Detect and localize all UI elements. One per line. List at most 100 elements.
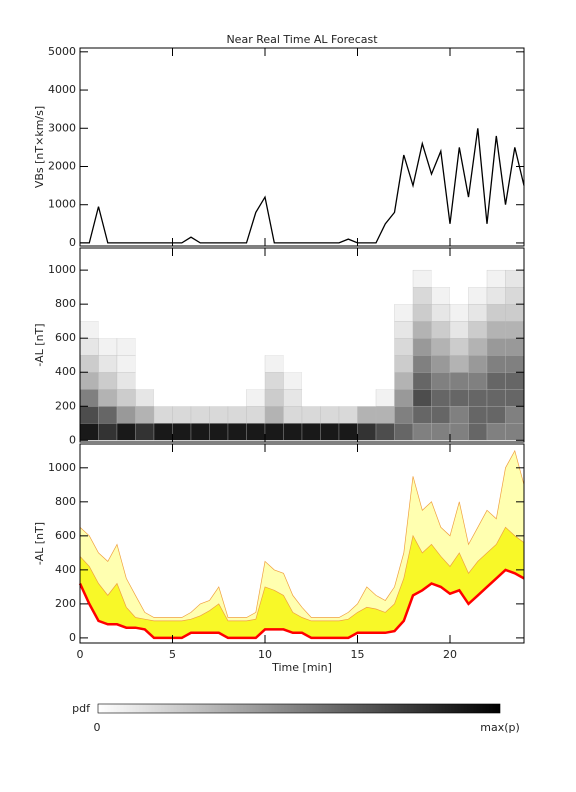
plot-frame — [79, 247, 525, 443]
heat-cell — [191, 372, 210, 390]
heat-cell — [246, 304, 265, 322]
heat-cell — [449, 355, 469, 373]
heat-cell — [302, 338, 321, 356]
heat-cell — [486, 321, 506, 339]
heat-cell — [283, 355, 302, 373]
heat-cell — [320, 406, 340, 424]
y-tick-label: 0 — [69, 236, 76, 249]
heat-cell — [135, 338, 154, 356]
heat-cell — [209, 423, 229, 441]
heat-cell — [431, 304, 451, 322]
heat-cell — [172, 338, 191, 356]
heat-cell — [486, 269, 506, 288]
heat-cell — [172, 372, 191, 390]
heat-cell — [79, 406, 99, 424]
heat-cell — [302, 372, 321, 390]
heat-cell — [265, 338, 284, 356]
heat-cell — [98, 389, 118, 407]
heat-cell — [116, 406, 136, 424]
heat-cell — [135, 423, 155, 441]
heat-cell — [505, 304, 525, 322]
heat-cell — [172, 389, 191, 407]
heat-cell — [357, 304, 376, 322]
heat-cell — [486, 372, 506, 390]
data-line — [80, 128, 525, 244]
heat-cell — [486, 389, 506, 407]
heat-cell — [209, 389, 228, 407]
heat-cell — [339, 355, 358, 373]
heat-cell — [228, 270, 247, 288]
colorbar — [97, 703, 501, 714]
heat-cell — [486, 304, 506, 322]
heat-cell — [246, 423, 266, 441]
heat-cell — [320, 355, 339, 373]
chart-title: Near Real Time AL Forecast — [226, 33, 378, 46]
heat-cell — [209, 406, 229, 424]
y-tick-label: 600 — [55, 529, 76, 542]
heat-cell — [154, 287, 173, 305]
heat-cell — [338, 406, 358, 424]
heat-cell — [412, 321, 432, 339]
heat-cell — [357, 423, 377, 441]
heat-cell — [79, 338, 99, 356]
heat-cell — [320, 321, 339, 339]
heat-cell — [320, 304, 339, 322]
heat-cell — [135, 304, 154, 322]
heat-cell — [264, 355, 284, 373]
y-axis-label: -AL [nT] — [33, 522, 46, 565]
heat-cell — [117, 287, 136, 305]
x-tick-label: 5 — [169, 648, 176, 661]
heat-cell — [449, 389, 469, 407]
y-tick-label: 3000 — [48, 121, 76, 134]
heat-cell — [375, 406, 395, 424]
heat-cell — [339, 372, 358, 390]
heat-cell — [135, 321, 154, 339]
heat-cell — [209, 287, 228, 305]
colorbar-label: pdf — [72, 702, 91, 715]
heat-cell — [116, 355, 136, 373]
heat-cell — [468, 270, 487, 288]
heat-cell — [153, 423, 173, 441]
heat-cell — [412, 423, 432, 441]
heat-cell — [376, 270, 395, 288]
heat-cell — [190, 406, 210, 424]
heat-cell — [468, 355, 488, 373]
band-fill — [80, 527, 524, 638]
heat-cell — [209, 270, 228, 288]
heat-cell — [283, 372, 303, 390]
heat-cell — [505, 355, 525, 373]
y-tick-label: 1000 — [48, 198, 76, 211]
heat-cell — [505, 423, 525, 441]
heat-cell — [116, 389, 136, 407]
heat-cell — [431, 389, 451, 407]
heat-cell — [505, 286, 525, 305]
heat-cell — [154, 270, 173, 288]
heat-cell — [98, 372, 118, 390]
x-axis-label: Time [min] — [271, 661, 332, 674]
heat-cell — [339, 287, 358, 305]
heat-cell — [505, 406, 525, 424]
heat-cell — [412, 269, 432, 288]
heat-cell — [227, 406, 247, 424]
heat-cell — [376, 355, 395, 373]
heat-cell — [264, 389, 284, 407]
heat-cell — [191, 270, 210, 288]
heat-cell — [302, 270, 321, 288]
heat-cell — [264, 406, 284, 424]
heat-cell — [209, 355, 228, 373]
heat-cell — [117, 321, 136, 339]
heat-cell — [264, 372, 284, 390]
y-tick-label: 0 — [69, 433, 76, 446]
heat-cell — [468, 406, 488, 424]
x-tick-label: 10 — [258, 648, 272, 661]
y-tick-label: 400 — [55, 563, 76, 576]
heat-cell — [412, 389, 432, 407]
heat-cell — [228, 355, 247, 373]
heat-cell — [320, 389, 339, 407]
heat-cell — [505, 269, 525, 288]
y-tick-label: 600 — [55, 331, 76, 344]
heat-cell — [412, 406, 432, 424]
heat-cell — [172, 406, 192, 424]
heat-cell — [116, 372, 136, 390]
